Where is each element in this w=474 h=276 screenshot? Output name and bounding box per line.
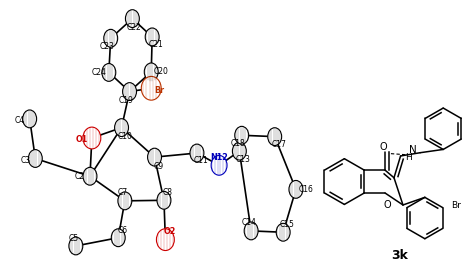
Ellipse shape [147,148,162,166]
Text: C4: C4 [15,116,25,125]
Text: C11: C11 [193,156,208,165]
Ellipse shape [289,181,303,198]
Ellipse shape [126,10,139,28]
Ellipse shape [69,237,83,255]
Text: C17: C17 [271,140,286,149]
Text: Br: Br [154,86,164,95]
Ellipse shape [83,167,97,185]
Text: C23: C23 [99,42,114,51]
Text: N12: N12 [210,153,228,162]
Text: C24: C24 [91,68,106,77]
Text: C9: C9 [154,161,164,171]
Text: C19: C19 [118,96,133,105]
Ellipse shape [118,192,132,210]
Text: C5: C5 [69,233,79,243]
Ellipse shape [141,76,161,100]
Ellipse shape [144,63,158,81]
Ellipse shape [111,229,125,247]
Ellipse shape [145,28,159,46]
Ellipse shape [276,223,290,241]
Text: C10: C10 [118,132,133,141]
Ellipse shape [115,119,128,137]
Text: C3: C3 [20,156,30,165]
Ellipse shape [232,142,246,160]
Text: C2: C2 [75,172,85,181]
Text: C18: C18 [230,139,245,148]
Text: Br: Br [451,201,461,210]
Ellipse shape [190,144,204,162]
Text: C13: C13 [236,155,251,164]
Ellipse shape [244,222,258,240]
Ellipse shape [268,128,282,145]
Text: O2: O2 [163,227,175,236]
Text: C20: C20 [154,67,169,76]
Text: C22: C22 [127,23,142,32]
Text: C21: C21 [149,40,164,49]
Ellipse shape [211,155,227,175]
Ellipse shape [102,63,116,81]
Text: O: O [379,142,387,152]
Text: C6: C6 [117,226,128,235]
Ellipse shape [104,29,118,47]
Ellipse shape [156,229,174,251]
Text: C7: C7 [118,189,128,197]
Text: C15: C15 [280,220,295,229]
Text: N: N [410,145,417,155]
Text: C14: C14 [242,219,256,227]
Ellipse shape [23,110,36,128]
Ellipse shape [235,126,249,144]
Ellipse shape [83,127,101,149]
Ellipse shape [157,191,171,209]
Text: C16: C16 [299,185,313,194]
Text: H: H [405,153,412,162]
Ellipse shape [123,83,137,100]
Text: O: O [383,200,391,210]
Ellipse shape [28,150,42,168]
Text: 3k: 3k [391,248,408,262]
Text: C8: C8 [163,188,173,197]
Text: O1: O1 [76,136,88,144]
